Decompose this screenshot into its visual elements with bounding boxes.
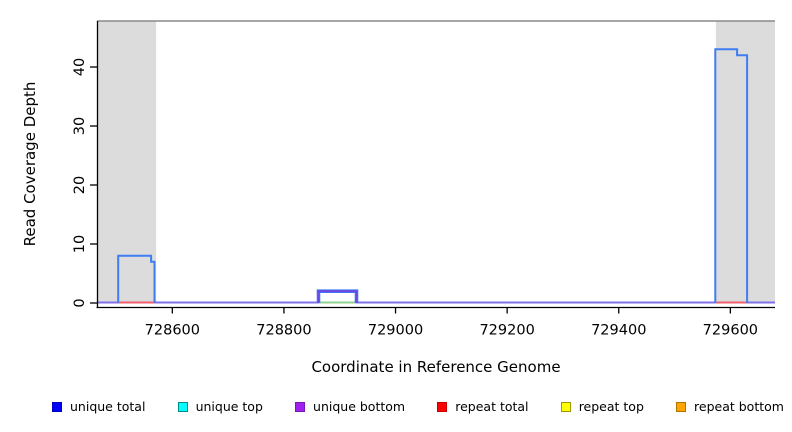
legend-label: repeat top [578,398,644,414]
y-tick-label: 40 [72,58,88,76]
shaded-repeat-band [97,21,157,303]
x-tick-label: 729000 [368,323,423,339]
legend-item-repeat-top: repeat top [560,398,644,414]
legend-item-repeat-total: repeat total [437,398,529,414]
y-tick-label: 30 [72,117,88,135]
legend-label: unique total [70,398,146,414]
x-tick-label: 728600 [145,323,200,339]
legend-item-unique-total: unique total [52,398,146,414]
repeat-total-swatch-icon [437,402,448,412]
x-axis-title: Coordinate in Reference Genome [311,358,561,376]
x-tick-label: 729600 [703,323,758,339]
x-tick-label: 728800 [256,323,311,339]
coverage-step [317,290,358,303]
legend-label: repeat bottom [694,398,784,414]
legend-item-unique-top: unique top [177,398,263,414]
unique-top-swatch-icon [177,402,188,412]
x-tick-label: 729400 [591,323,646,339]
y-axis-title: Read Coverage Depth [21,81,39,247]
y-tick-label: 0 [72,298,88,307]
legend-label: unique top [195,398,263,414]
y-tick-label: 20 [72,176,88,194]
legend-label: repeat total [455,398,529,414]
repeat-bottom-swatch-icon [676,402,687,412]
legend-label: unique bottom [313,398,406,414]
y-tick-label: 10 [72,235,88,253]
unique-total-swatch-icon [52,402,62,412]
coverage-step [117,254,156,303]
unique-bottom-swatch-icon [295,402,306,412]
x-tick-label: 729200 [479,323,534,339]
coverage-step-halo [316,289,359,303]
shaded-repeat-band [715,21,775,303]
coverage-step [714,48,749,303]
legend: unique total unique top unique bottom re… [52,397,784,417]
legend-item-unique-bottom: unique bottom [295,398,406,414]
legend-item-repeat-bottom: repeat bottom [676,398,784,414]
repeat-top-swatch-icon [560,402,571,412]
